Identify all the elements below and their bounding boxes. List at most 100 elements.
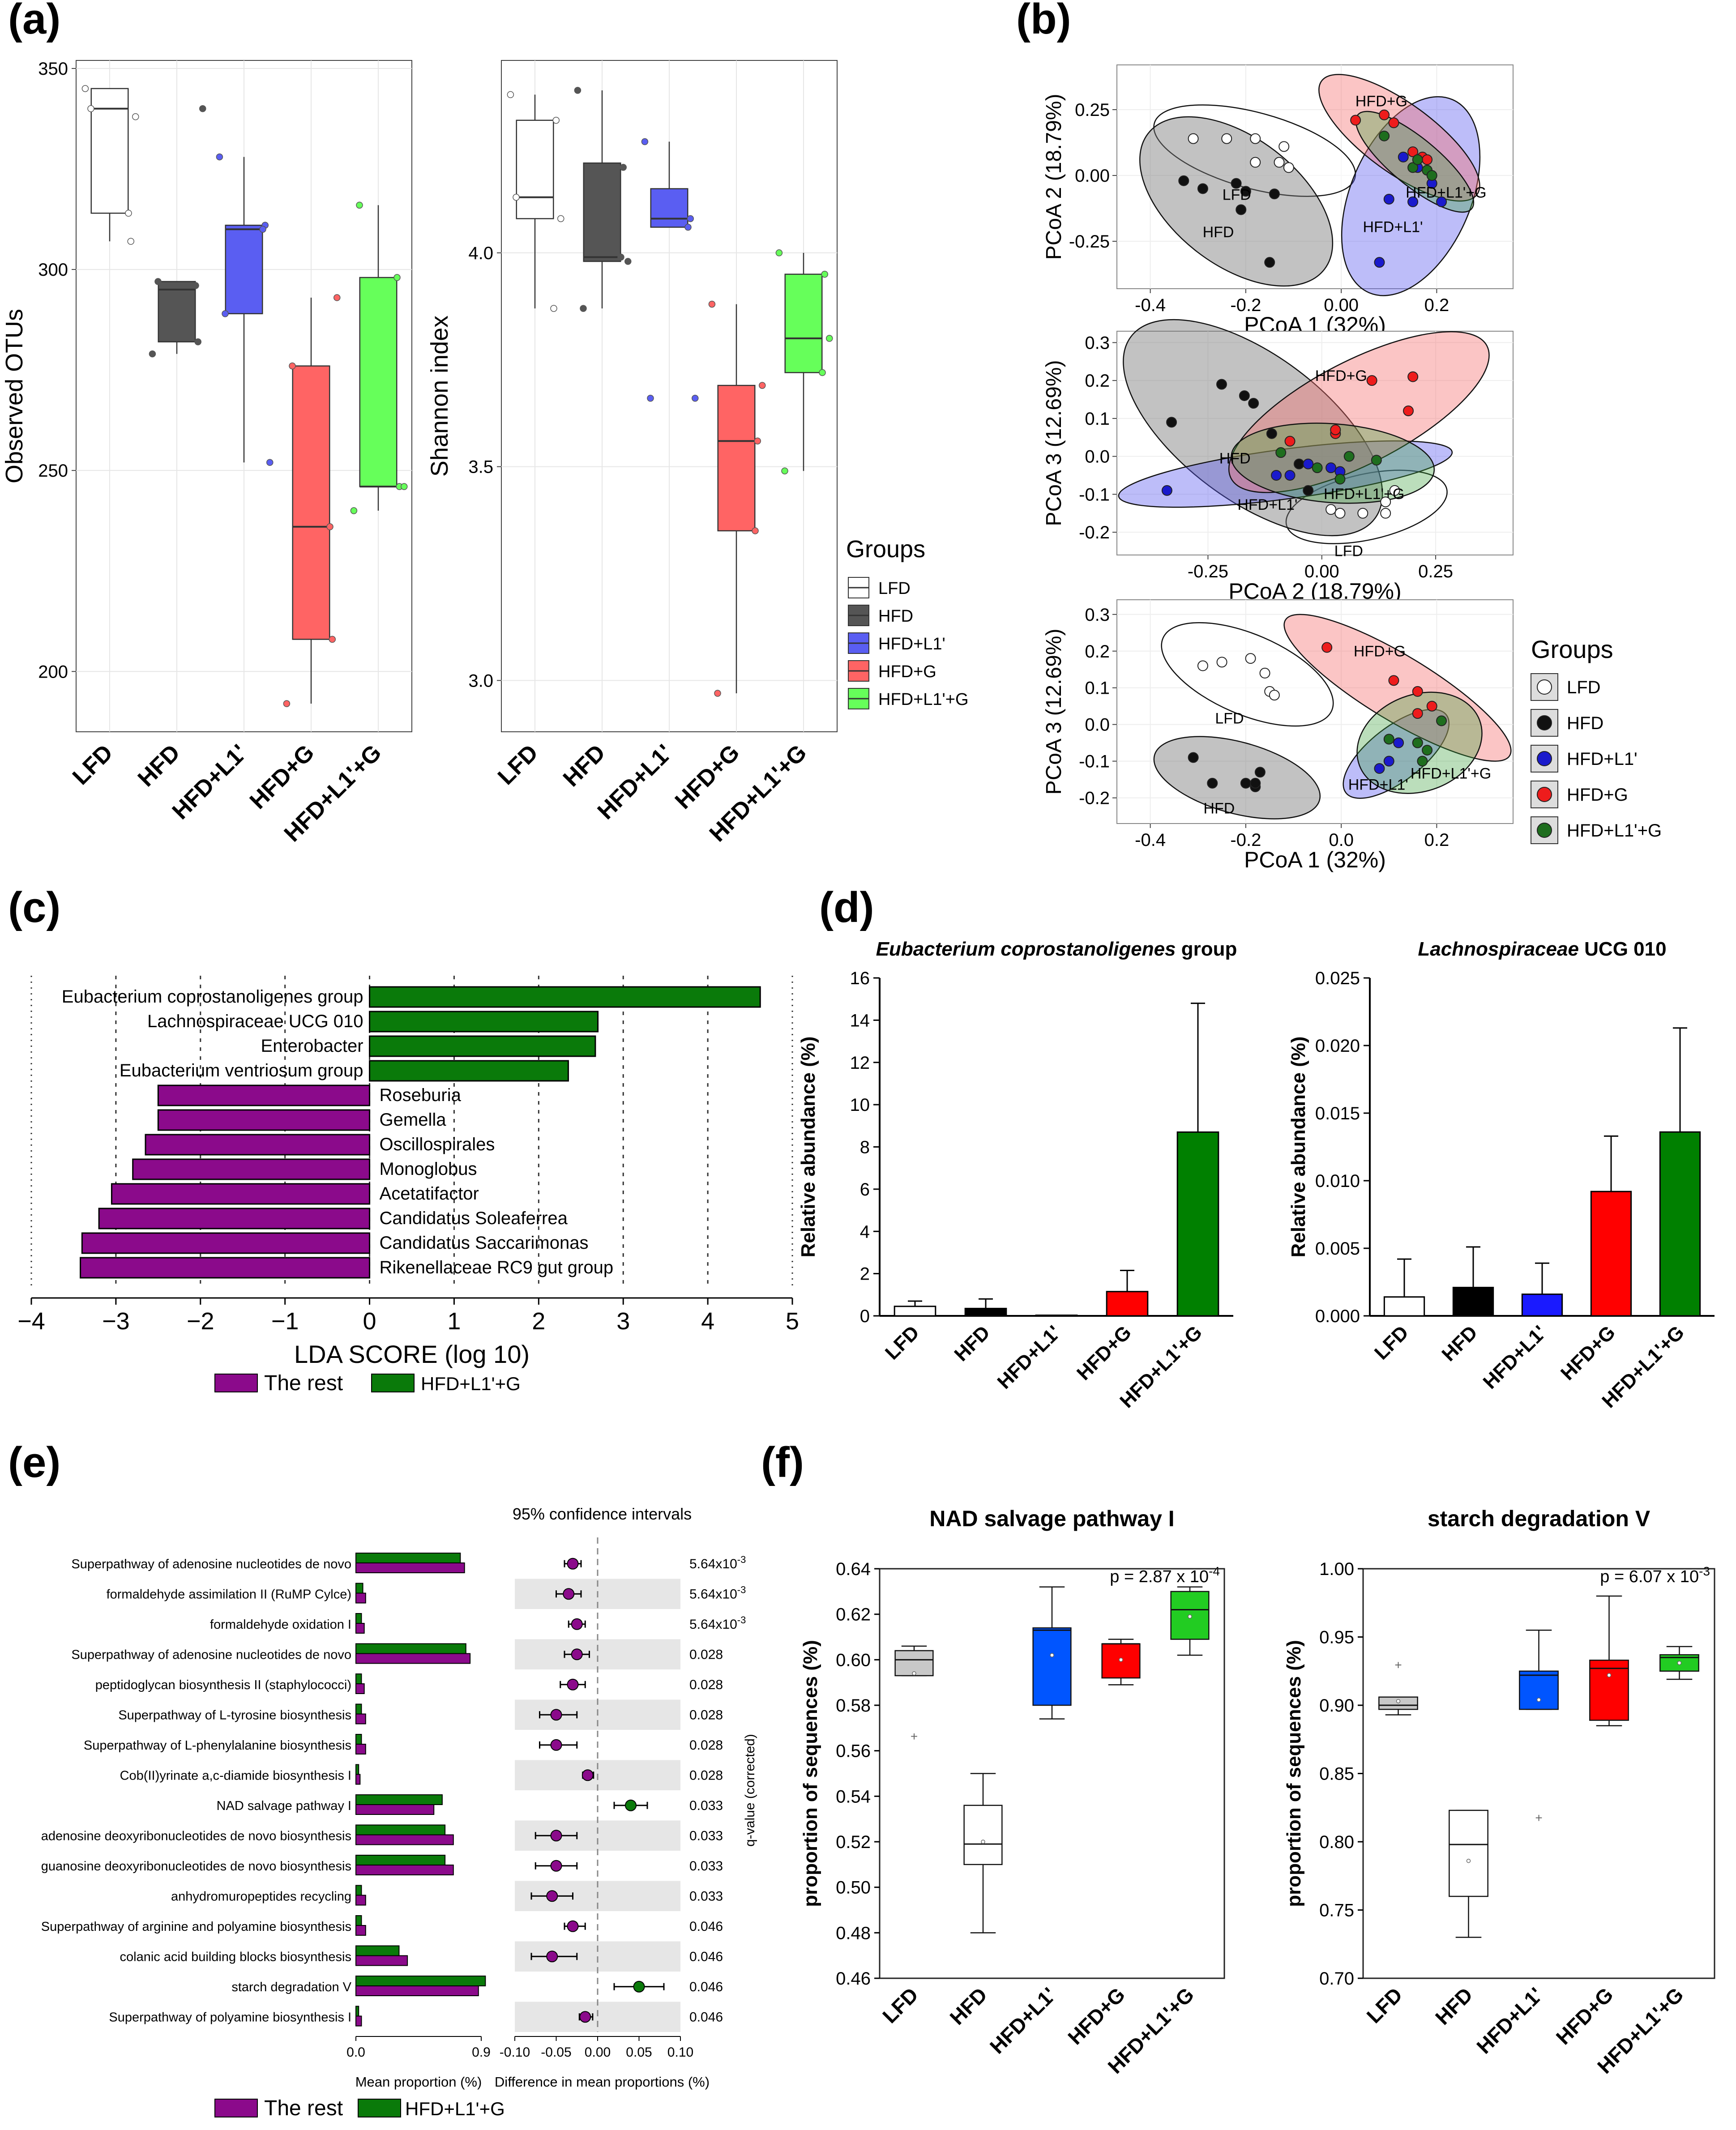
diff-point <box>550 1860 562 1872</box>
bar-label: Lachnospiraceae UCG 010 <box>147 1012 363 1031</box>
data-point <box>557 215 564 222</box>
y-tick-label: 250 <box>38 461 68 481</box>
q-value: 0.033 <box>689 1798 723 1813</box>
y-axis-label: PCoA 3 (12.69%) <box>1042 629 1066 795</box>
legend-label: HFD+L1'+G <box>1567 821 1662 841</box>
data-point <box>752 527 759 534</box>
y-tick-label: 2 <box>860 1264 870 1284</box>
legend-marker <box>1537 751 1552 766</box>
bar <box>1176 1131 1219 1317</box>
data-point <box>1374 257 1385 268</box>
y-tick-label: 4.0 <box>468 243 493 263</box>
data-point <box>326 523 334 530</box>
x-tick-label: HFD+L1' <box>985 1983 1060 2058</box>
y-axis-label: proportion of sequences (%) <box>800 1640 821 1907</box>
x-tick-label: 0.2 <box>1424 295 1450 315</box>
mean-point <box>1466 1858 1471 1863</box>
mean-bar-group <box>355 1824 446 1835</box>
chart-f-nad: NAD salvage pathway I p = 2.87 x 10-4 0.46… <box>800 1506 1225 2078</box>
legend-label: HFD+L1'+G <box>878 690 969 709</box>
group-label: HFD+L1'+G <box>1324 486 1404 503</box>
data-point <box>1380 508 1391 519</box>
y-tick-label: -0.2 <box>1079 523 1110 542</box>
data-point <box>401 483 408 490</box>
x-tick-label: -0.10 <box>500 2045 530 2060</box>
mean-bar-group <box>355 1885 362 1896</box>
data-point <box>1303 485 1314 496</box>
lda-bar <box>157 1084 371 1106</box>
group-label: HFD+G <box>1355 93 1407 110</box>
data-point <box>149 350 156 358</box>
data-point <box>1240 186 1251 197</box>
x-axis-label: LDA SCORE (log 10) <box>294 1340 530 1368</box>
x-axis-label: PCoA 1 (32%) <box>1244 847 1386 872</box>
box <box>784 273 823 373</box>
data-point <box>199 105 206 112</box>
box <box>583 162 621 262</box>
y-tick-label: 200 <box>38 662 68 682</box>
row-band <box>515 1639 680 1669</box>
y-tick-label: 0.3 <box>1085 605 1110 625</box>
y-tick-label: 0.1 <box>1085 409 1110 429</box>
data-point <box>1216 379 1227 390</box>
q-value: 0.028 <box>689 1707 723 1722</box>
box <box>158 281 196 342</box>
pathway-label: formaldehyde assimilation II (RuMP Cylce… <box>107 1587 351 1601</box>
mean-bar-rest <box>355 1562 465 1573</box>
data-point <box>1393 737 1404 748</box>
data-point <box>580 305 587 312</box>
lda-bar <box>132 1158 371 1180</box>
bar-label: Candidatus Soleaferrea <box>380 1208 568 1228</box>
x-tick-label: 2 <box>532 1308 545 1335</box>
pathway-label: Superpathway of L-phenylalanine biosynth… <box>84 1738 351 1753</box>
x-tick-label: −3 <box>102 1308 130 1335</box>
data-point <box>329 636 336 643</box>
mean-point <box>1050 1653 1054 1657</box>
data-point <box>1374 763 1385 774</box>
group-label: LFD <box>1334 543 1363 560</box>
bar <box>1035 1315 1078 1317</box>
mean-bar-group <box>355 1945 400 1956</box>
legend-swatch <box>1531 673 1558 701</box>
mean-point <box>981 1840 985 1844</box>
pathway-label: Superpathway of adenosine nucleotides de… <box>71 1557 351 1571</box>
q-value: 0.046 <box>689 2010 723 2024</box>
data-point <box>1284 470 1296 481</box>
pathway-label: anhydromuropeptides recycling <box>171 1889 351 1904</box>
data-point <box>266 459 274 466</box>
y-tick-label: 4 <box>860 1222 870 1242</box>
chart-b-pcoa23: -0.25 0.00 0.25 -0.2 -0.1 0.0 0.1 0.2 0.3 HFD HFD+… <box>1042 319 1514 604</box>
pathway-label: Superpathway of L-tyrosine biosynthesis <box>118 1708 351 1722</box>
box <box>1589 1660 1629 1721</box>
data-point <box>775 249 783 256</box>
legend-marker <box>1537 679 1552 695</box>
data-point <box>154 278 162 285</box>
legend-label: The rest <box>264 2096 343 2120</box>
y-axis-label: Relative abundance (%) <box>1287 1037 1309 1258</box>
chart-title: Lachnospiraceae UCG 010 <box>1418 938 1666 960</box>
pathway-label: adenosine deoxyribonucleotides de novo b… <box>41 1829 351 1843</box>
x-tick-label: -0.2 <box>1230 295 1261 315</box>
data-point <box>513 193 520 201</box>
y-tick-label: 0.62 <box>836 1605 871 1625</box>
group-label: HFD+G <box>1354 643 1406 660</box>
y-tick-label: 0.2 <box>1085 371 1110 391</box>
y-tick-label: 3.5 <box>468 457 493 477</box>
x-tick-label: HFD+L1' <box>1472 1983 1547 2058</box>
bar-label: Eubacterium coprostanoligenes group <box>62 987 363 1007</box>
box <box>1032 1627 1072 1706</box>
p-value: p = 2.87 x 10-4 <box>1110 1564 1220 1586</box>
data-point <box>1231 178 1242 189</box>
lda-bar <box>157 1109 371 1131</box>
data-point <box>1383 756 1394 767</box>
diff-point <box>546 1890 558 1902</box>
pathway-label: Superpathway of arginine and polyamine b… <box>41 1920 351 1934</box>
mean-bar-group <box>355 1764 359 1775</box>
mean-bar-group <box>355 1976 486 1986</box>
bar <box>1659 1131 1701 1317</box>
bar-label: Enterobacter <box>261 1036 363 1056</box>
data-point <box>620 164 627 171</box>
data-point <box>1357 508 1368 519</box>
outlier-marker: + <box>1535 1811 1542 1825</box>
